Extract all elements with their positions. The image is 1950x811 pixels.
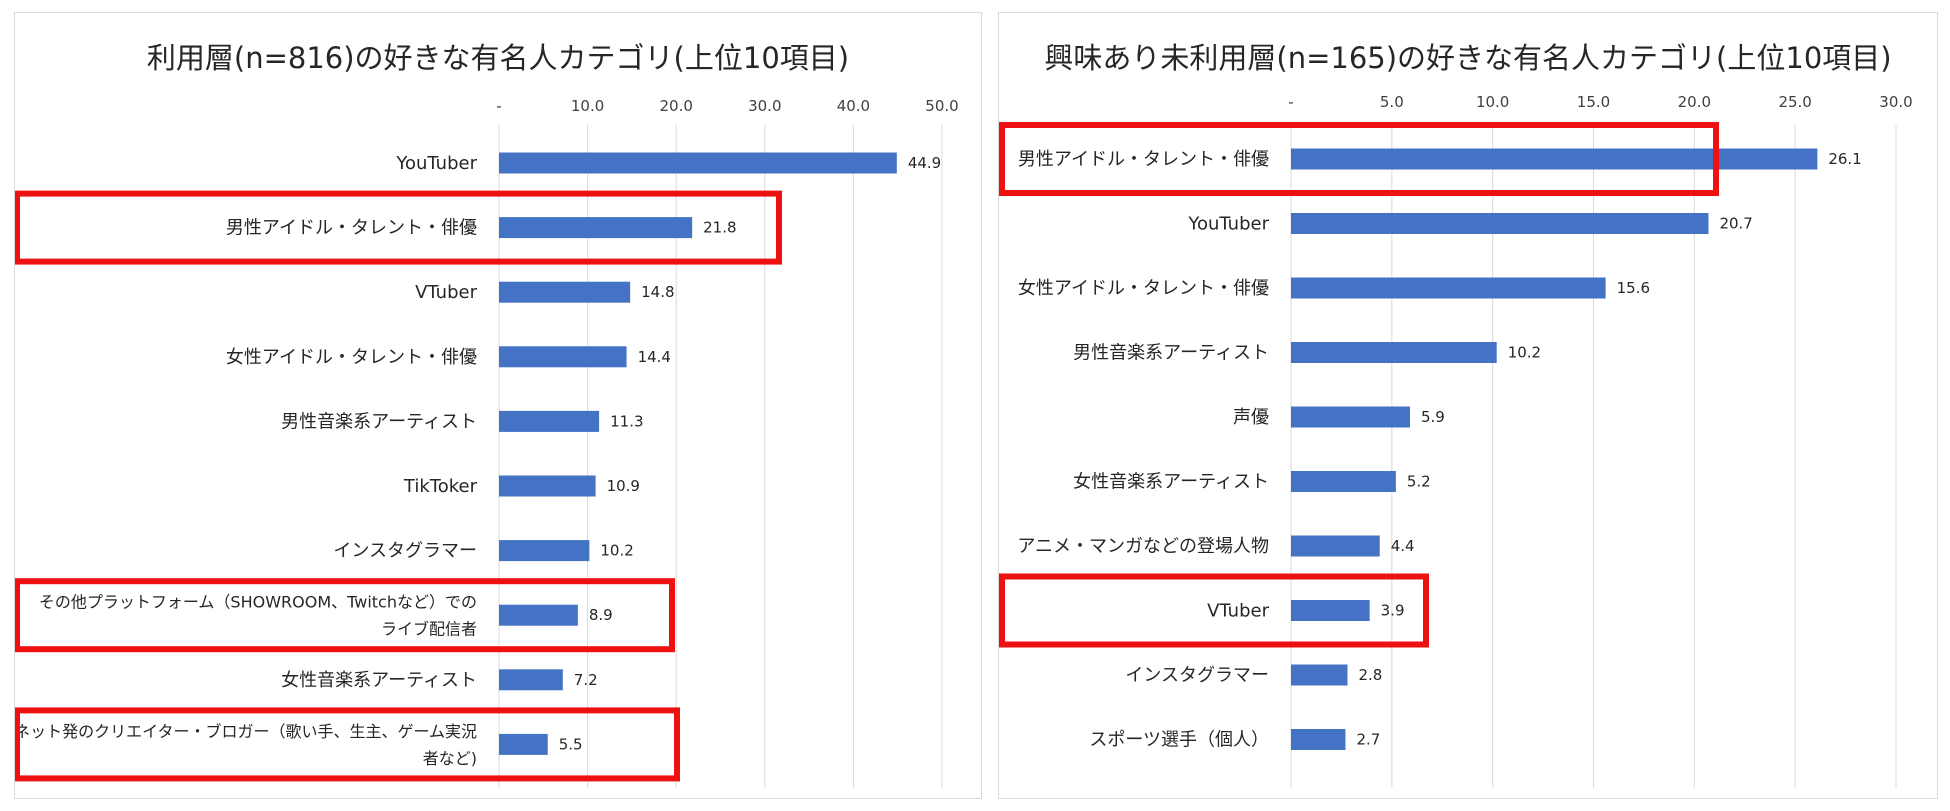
highlight-box [15,190,782,265]
highlight-box [999,122,1719,196]
bar [1291,213,1709,234]
bar [1291,600,1370,621]
bar [1291,148,1818,170]
category-label: アニメ・マンガなどの登場人物 [1017,536,1269,557]
category-label: 女性音楽系アーティスト [1073,472,1269,493]
category-label: ネット発のクリエイター・ブロガー（歌い手、生主、ゲーム実況 [15,722,477,741]
x-tick-label: 10.0 [1476,93,1509,111]
bar [499,346,627,368]
bar [499,475,596,497]
bar [1291,535,1380,557]
chart-title-right: 興味あり未利用層(n=165)の好きな有名人カテゴリ(上位10項目) [1044,41,1892,75]
data-label: 5.5 [559,735,583,753]
bar [1291,342,1497,363]
category-label: 男性アイドル・タレント・俳優 [226,218,477,239]
x-tick-label: 50.0 [925,97,958,115]
x-tick-label: 20.0 [1678,93,1711,111]
x-tick-label: 10.0 [571,97,604,115]
chart-panel-right: 興味あり未利用層(n=165)の好きな有名人カテゴリ(上位10項目) - 5.0 1… [998,12,1938,799]
x-tick-label: 40.0 [837,97,870,115]
data-label: 5.9 [1421,408,1445,426]
bar [1291,664,1348,686]
bar [499,217,693,239]
bar [499,540,590,562]
data-label: 20.7 [1719,215,1752,233]
category-label: インスタグラマー [333,541,477,562]
highlight-box [999,573,1429,648]
bar [499,669,563,691]
bar [1291,729,1346,750]
data-label: 2.8 [1358,666,1382,684]
chart-right: - 5.0 10.0 15.0 20.0 25.0 30.0 26.1 男性アイドル・タレント・… [999,93,1913,788]
highlight-box [15,707,680,782]
x-tick-label: 15.0 [1577,93,1610,111]
data-label: 5.2 [1407,473,1431,491]
data-label: 10.2 [1508,344,1541,362]
data-label: 14.8 [641,283,674,301]
data-label: 26.1 [1828,150,1861,168]
category-label: 女性アイドル・タレント・俳優 [226,347,477,368]
category-label: 声優 [1233,407,1269,428]
data-label: 3.9 [1381,602,1405,620]
x-tick-label: - [496,97,501,115]
data-label: 8.9 [589,606,613,624]
x-tick-label: 25.0 [1778,93,1811,111]
data-label: 44.9 [908,154,941,172]
data-label: 2.7 [1356,731,1380,749]
category-label: その他プラットフォーム（SHOWROOM、Twitchなど）での [39,593,477,612]
category-label: TikToker [403,476,478,497]
bar [499,152,897,174]
data-label: 10.2 [600,542,633,560]
bar [1291,406,1410,428]
bar [1291,471,1396,492]
category-label: 者など) [423,749,477,768]
category-label: スポーツ選手（個人） [1089,730,1269,751]
x-tick-label: 30.0 [748,97,781,115]
category-label: 男性アイドル・タレント・俳優 [1018,149,1269,170]
bar [499,410,600,432]
category-label: 女性音楽系アーティスト [281,670,477,691]
bar [1291,277,1606,299]
x-tick-label: 20.0 [659,97,692,115]
category-label: VTuber [1207,601,1269,622]
bar [499,733,548,755]
data-label: 4.4 [1391,537,1415,555]
category-label: インスタグラマー [1125,665,1269,686]
x-tick-label: 5.0 [1380,93,1404,111]
data-label: 14.4 [638,348,671,366]
data-label: 7.2 [574,671,598,689]
category-label: VTuber [415,282,477,303]
x-tick-label: 30.0 [1879,93,1912,111]
data-label: 11.3 [610,412,643,430]
x-tick-label: - [1288,93,1293,111]
category-label: YouTuber [1187,214,1269,235]
category-label: YouTuber [395,153,477,174]
highlight-box [15,578,675,653]
chart-panel-left: 利用層(n=816)の好きな有名人カテゴリ(上位10項目) - 10.0 20.0 3… [14,12,982,799]
category-label: 男性音楽系アーティスト [1073,343,1269,364]
data-label: 15.6 [1617,279,1650,297]
chart-left: - 10.0 20.0 30.0 40.0 50.0 44.9 YouTuber 21.8 男性ア… [15,97,959,788]
data-label: 21.8 [703,219,736,237]
chart-title-left: 利用層(n=816)の好きな有名人カテゴリ(上位10項目) [146,41,850,75]
category-label: ライブ配信者 [381,620,477,639]
bar [499,604,578,626]
data-label: 10.9 [607,477,640,495]
category-label: 女性アイドル・タレント・俳優 [1018,278,1269,299]
category-label: 男性音楽系アーティスト [281,411,477,432]
bar [499,281,631,303]
